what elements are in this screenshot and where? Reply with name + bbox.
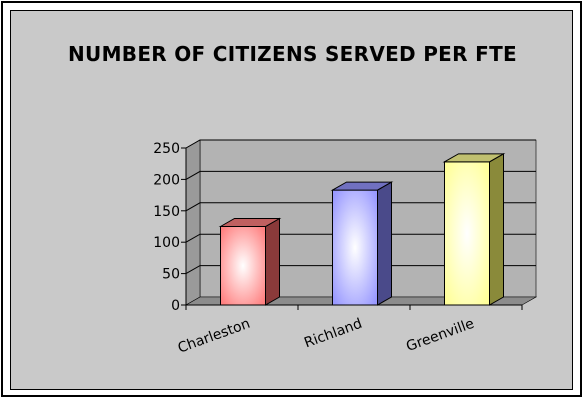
bar-side-richland [377, 181, 392, 306]
y-tick-label: 100 [153, 235, 180, 251]
bar-greenville [444, 161, 490, 306]
gridline [185, 170, 536, 180]
y-tick-label: 50 [162, 267, 180, 283]
y-tick-label: 150 [153, 204, 180, 220]
x-category-label: Charleston [176, 316, 253, 357]
y-tick-label: 0 [171, 298, 180, 314]
x-category-label: Greenville [404, 316, 476, 355]
bar-richland [332, 189, 378, 306]
chart-title: NUMBER OF CITIZENS SERVED PER FTE [68, 42, 517, 66]
bar-side-greenville [489, 152, 504, 306]
y-tick-label: 200 [153, 172, 180, 188]
gridline [185, 139, 536, 149]
bar-top-greenville [442, 153, 506, 163]
plot-side-wall [185, 139, 201, 306]
gridline [185, 265, 536, 275]
y-tick-label: 250 [153, 141, 180, 157]
bar-charleston [220, 226, 266, 306]
x-category-label: Richland [302, 316, 364, 352]
gridline [185, 202, 536, 212]
bar-top-richland [330, 181, 394, 191]
gridline [185, 233, 536, 243]
bar-top-charleston [218, 218, 282, 227]
bar-side-charleston [265, 217, 280, 306]
